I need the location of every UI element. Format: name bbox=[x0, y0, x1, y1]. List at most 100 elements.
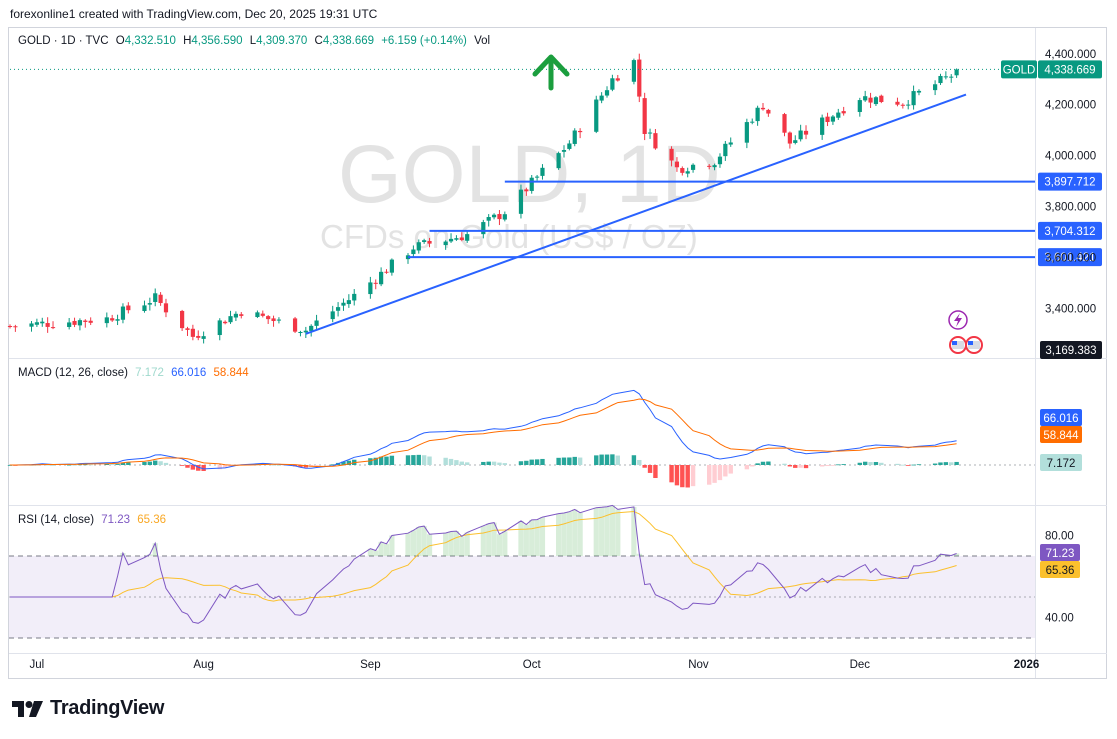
candle-body[interactable] bbox=[491, 214, 497, 218]
candle-body[interactable] bbox=[497, 214, 502, 220]
candle-body[interactable] bbox=[255, 312, 260, 318]
candle-body[interactable] bbox=[185, 328, 190, 330]
candle-body[interactable] bbox=[29, 323, 34, 327]
candle-body[interactable] bbox=[481, 222, 486, 235]
candle-body[interactable] bbox=[384, 271, 389, 273]
candle-body[interactable] bbox=[717, 156, 723, 165]
candle-body[interactable] bbox=[352, 293, 357, 301]
candle-body[interactable] bbox=[938, 75, 943, 84]
candle-body[interactable] bbox=[529, 177, 534, 191]
candle-body[interactable] bbox=[163, 303, 169, 313]
trendline[interactable] bbox=[305, 93, 967, 335]
candle-body[interactable] bbox=[126, 305, 131, 311]
candle-body[interactable] bbox=[949, 76, 954, 78]
candle-body[interactable] bbox=[766, 109, 771, 114]
candle-body[interactable] bbox=[217, 320, 222, 336]
candle-body[interactable] bbox=[465, 234, 470, 241]
candle-body[interactable] bbox=[50, 327, 56, 329]
candle-body[interactable] bbox=[787, 132, 792, 144]
candle-body[interactable] bbox=[755, 107, 760, 122]
candle-body[interactable] bbox=[578, 130, 583, 133]
candle-body[interactable] bbox=[158, 294, 163, 304]
candle-body[interactable] bbox=[518, 189, 524, 214]
candle-body[interactable] bbox=[631, 60, 637, 82]
candle-body[interactable] bbox=[180, 310, 185, 329]
candle-body[interactable] bbox=[190, 328, 195, 337]
candle-body[interactable] bbox=[567, 143, 572, 149]
candle-body[interactable] bbox=[857, 100, 862, 112]
candle-body[interactable] bbox=[712, 165, 717, 168]
candle-body[interactable] bbox=[373, 282, 378, 284]
candle-body[interactable] bbox=[77, 320, 83, 326]
candle-body[interactable] bbox=[524, 189, 529, 192]
candle-body[interactable] bbox=[147, 303, 152, 305]
candle-body[interactable] bbox=[680, 168, 685, 173]
candle-body[interactable] bbox=[820, 117, 825, 135]
candle-body[interactable] bbox=[67, 322, 72, 327]
candle-body[interactable] bbox=[798, 130, 803, 140]
candle-body[interactable] bbox=[916, 90, 922, 93]
candle-body[interactable] bbox=[685, 171, 690, 174]
us-flag-event-icon[interactable] bbox=[965, 336, 983, 354]
candle-body[interactable] bbox=[7, 325, 13, 327]
candle-body[interactable] bbox=[502, 214, 507, 220]
candle-body[interactable] bbox=[389, 259, 394, 273]
candle-body[interactable] bbox=[744, 122, 749, 143]
candle-body[interactable] bbox=[153, 293, 158, 302]
candle-body[interactable] bbox=[830, 116, 836, 122]
candlestick-series[interactable] bbox=[7, 53, 1035, 344]
candle-body[interactable] bbox=[895, 101, 900, 105]
candle-body[interactable] bbox=[416, 242, 421, 251]
candle-body[interactable] bbox=[88, 320, 93, 323]
candle-body[interactable] bbox=[674, 161, 680, 168]
tradingview-logo[interactable]: TradingView bbox=[12, 697, 164, 720]
candle-body[interactable] bbox=[879, 95, 884, 102]
candle-body[interactable] bbox=[604, 90, 610, 96]
rsi-legend-label[interactable]: RSI (14, close) bbox=[18, 514, 95, 526]
candle-body[interactable] bbox=[599, 95, 604, 101]
candle-body[interactable] bbox=[610, 78, 615, 90]
candle-body[interactable] bbox=[368, 282, 373, 295]
legend-symbol[interactable]: GOLD · 1D · TVC bbox=[18, 35, 109, 47]
candle-body[interactable] bbox=[233, 313, 238, 318]
candle-body[interactable] bbox=[561, 150, 567, 152]
candle-body[interactable] bbox=[615, 78, 620, 81]
candle-body[interactable] bbox=[841, 111, 846, 114]
candle-body[interactable] bbox=[266, 316, 271, 320]
candle-body[interactable] bbox=[873, 97, 879, 105]
candle-body[interactable] bbox=[803, 130, 809, 135]
candle-body[interactable] bbox=[379, 271, 384, 285]
candle-body[interactable] bbox=[72, 320, 77, 325]
candle-body[interactable] bbox=[642, 98, 647, 134]
candle-body[interactable] bbox=[572, 130, 577, 144]
macd-legend-label[interactable]: MACD (12, 26, close) bbox=[18, 367, 128, 379]
candle-body[interactable] bbox=[454, 238, 459, 240]
candle-body[interactable] bbox=[341, 302, 346, 306]
candle-body[interactable] bbox=[40, 321, 45, 324]
us-flag-event-icon[interactable] bbox=[949, 336, 967, 354]
candle-body[interactable] bbox=[707, 165, 712, 167]
candle-body[interactable] bbox=[954, 69, 959, 76]
candle-body[interactable] bbox=[750, 121, 755, 123]
candle-body[interactable] bbox=[83, 320, 88, 322]
dividend-event-icon[interactable] bbox=[948, 310, 968, 330]
candle-body[interactable] bbox=[196, 335, 201, 338]
candle-body[interactable] bbox=[303, 330, 308, 333]
horizontal-levels[interactable]: 3,897.712 3,704.312 3,601.421 bbox=[408, 172, 1102, 267]
candle-body[interactable] bbox=[34, 322, 39, 325]
candle-body[interactable] bbox=[228, 316, 233, 323]
candle-body[interactable] bbox=[690, 164, 696, 170]
candle-body[interactable] bbox=[933, 84, 938, 91]
candle-body[interactable] bbox=[298, 332, 303, 334]
candle-body[interactable] bbox=[110, 318, 115, 321]
candle-body[interactable] bbox=[459, 237, 464, 241]
candle-body[interactable] bbox=[825, 116, 830, 123]
candle-body[interactable] bbox=[443, 241, 448, 246]
candle-body[interactable] bbox=[906, 104, 911, 106]
candle-body[interactable] bbox=[486, 217, 491, 221]
candle-body[interactable] bbox=[292, 318, 298, 332]
candle-body[interactable] bbox=[540, 167, 545, 176]
candle-body[interactable] bbox=[142, 305, 147, 311]
candle-body[interactable] bbox=[427, 240, 432, 244]
